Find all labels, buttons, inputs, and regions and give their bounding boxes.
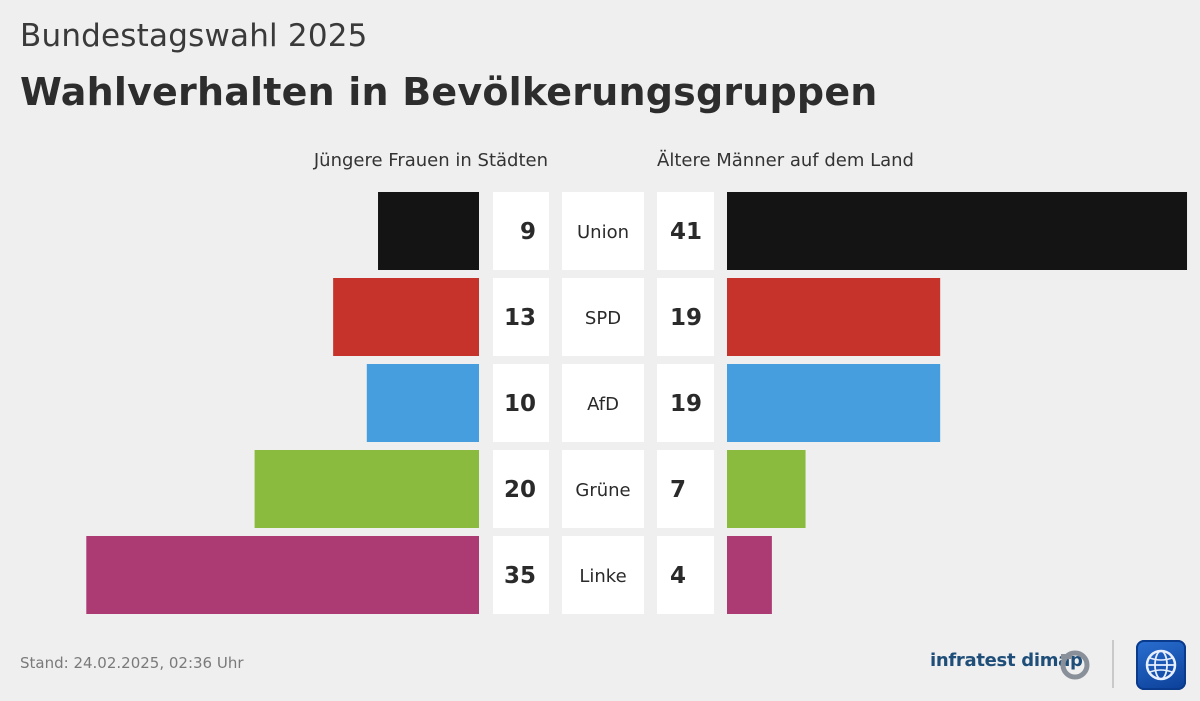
page-title: Wahlverhalten in Bevölkerungsgruppen — [20, 70, 878, 114]
category-box-spd — [562, 278, 644, 356]
category-box-linke — [562, 536, 644, 614]
value-label-right-linke: 4 — [670, 563, 686, 589]
category-label-union: Union — [577, 222, 629, 243]
butterfly-bar-chart: 9 Union 41 13 SPD 19 10 AfD 19 20 Grüne 7 35 Linke 4 — [86, 192, 1188, 614]
infratest-dimap-logo[interactable]: infratest dimap — [930, 650, 1083, 671]
bar-right-spd — [727, 278, 941, 356]
bar-right-afd — [727, 364, 941, 442]
value-label-left-grüne: 20 — [504, 477, 536, 503]
value-label-left-afd: 10 — [504, 391, 536, 417]
value-box-left-afd — [493, 364, 549, 442]
bar-right-linke — [727, 536, 772, 614]
category-label-grüne: Grüne — [575, 480, 630, 501]
bar-left-union — [378, 192, 479, 270]
right-column-heading: Ältere Männer auf dem Land — [657, 150, 914, 171]
footer-divider — [1112, 640, 1114, 688]
category-box-grüne — [562, 450, 644, 528]
value-box-left-linke — [493, 536, 549, 614]
value-label-right-spd: 19 — [670, 305, 702, 331]
left-column-heading: Jüngere Frauen in Städten — [313, 150, 548, 171]
infratest-dimap-mark-icon — [1060, 650, 1090, 680]
value-label-right-grüne: 7 — [670, 477, 686, 503]
supertitle: Bundestagswahl 2025 — [20, 18, 368, 54]
category-box-afd — [562, 364, 644, 442]
value-label-left-spd: 13 — [504, 305, 536, 331]
value-box-left-union — [493, 192, 549, 270]
value-label-left-linke: 35 — [504, 563, 536, 589]
value-box-left-spd — [493, 278, 549, 356]
value-box-right-union — [657, 192, 714, 270]
value-label-left-union: 9 — [520, 219, 536, 245]
bar-left-spd — [333, 278, 479, 356]
bar-right-union — [727, 192, 1188, 270]
value-label-right-union: 41 — [670, 219, 702, 245]
globe-icon — [1145, 649, 1177, 681]
bar-left-afd — [366, 364, 479, 442]
broadcaster-logo[interactable] — [1136, 640, 1186, 690]
value-box-right-afd — [657, 364, 714, 442]
category-label-linke: Linke — [579, 566, 626, 587]
value-box-left-grüne — [493, 450, 549, 528]
category-label-spd: SPD — [585, 308, 621, 329]
value-box-right-linke — [657, 536, 714, 614]
bar-left-linke — [86, 536, 480, 614]
category-box-union — [562, 192, 644, 270]
category-label-afd: AfD — [587, 394, 619, 415]
bar-right-grüne — [727, 450, 806, 528]
stand-timestamp: Stand: 24.02.2025, 02:36 Uhr — [20, 654, 244, 672]
value-box-right-spd — [657, 278, 714, 356]
value-box-right-grüne — [657, 450, 714, 528]
value-label-right-afd: 19 — [670, 391, 702, 417]
bar-left-grüne — [254, 450, 479, 528]
